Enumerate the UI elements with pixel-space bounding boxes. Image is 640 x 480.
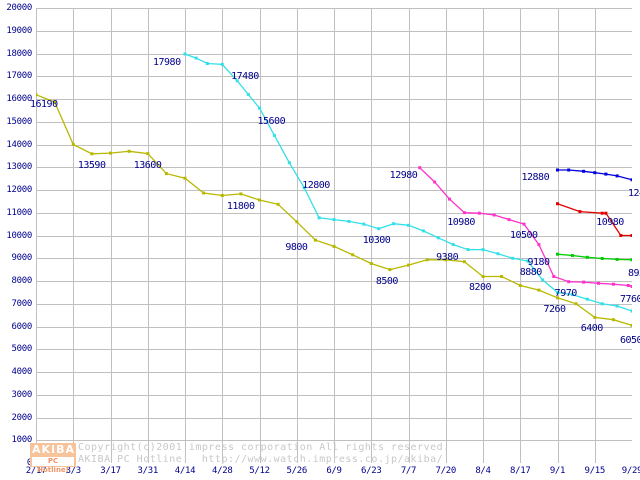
data-value-label: 7970 (554, 287, 578, 299)
series-green (556, 252, 632, 262)
data-value-label: 10980 (596, 217, 624, 229)
data-value-label: 7260 (543, 303, 567, 315)
y-tick-label: 20000 (6, 3, 32, 13)
series-cyan (183, 52, 632, 313)
series-red (556, 202, 632, 237)
y-tick-label: 16000 (6, 94, 32, 104)
data-value-label: 10300 (362, 234, 391, 246)
y-tick-label: 4000 (11, 367, 33, 377)
y-tick-label: 18000 (6, 48, 32, 59)
x-tick-label: 2/17 (25, 466, 47, 476)
x-tick-label: 6/23 (361, 466, 382, 476)
y-tick-label: 17000 (6, 71, 32, 82)
data-value-label: 10980 (447, 217, 475, 229)
x-tick-label: 9/29 (621, 466, 640, 476)
data-value-label: 6050 (620, 335, 640, 347)
y-tick-label: 12000 (6, 185, 32, 195)
data-value-label: 12450 (628, 187, 640, 199)
chart-svg (36, 8, 632, 463)
series-magenta (418, 166, 632, 288)
data-value-label: 9380 (436, 251, 459, 263)
akiba-logo: AKIBA PC Hotline! (30, 443, 76, 474)
data-value-label: 12880 (521, 171, 550, 183)
x-tick-label: 3/31 (137, 466, 159, 476)
data-value-label: 11800 (226, 200, 255, 212)
x-tick-label: 8/17 (510, 466, 531, 476)
data-value-label: 10500 (509, 230, 538, 242)
y-tick-label: 1000 (11, 435, 33, 446)
grid-lines (36, 8, 632, 463)
x-tick-label: 6/9 (326, 466, 342, 476)
x-tick-label: 3/17 (100, 466, 121, 476)
data-value-label: 12980 (389, 169, 418, 181)
x-tick-label: 4/14 (174, 466, 196, 476)
x-tick-label: 9/15 (584, 466, 606, 476)
y-tick-label: 8000 (11, 276, 33, 286)
x-tick-label: 4/28 (212, 466, 233, 476)
y-tick-label: 0 (0, 458, 32, 468)
y-tick-label: 6000 (11, 321, 33, 332)
x-tick-label: 5/12 (249, 466, 270, 476)
series-blue (556, 168, 632, 182)
data-value-label: 16190 (30, 98, 58, 110)
copyright-line-2: AKIBA PC Hotline! http://www.watch.impre… (78, 454, 444, 465)
data-value-label: 13600 (133, 159, 162, 171)
data-value-label: 15600 (257, 116, 286, 128)
data-value-label: 9180 (527, 257, 551, 269)
data-value-label: 9800 (285, 242, 308, 254)
data-value-label: 6400 (580, 323, 604, 335)
data-value-label: 17980 (153, 56, 181, 68)
data-value-label: 8930 (628, 267, 640, 279)
data-value-label: 7760 (620, 294, 640, 306)
copyright-watermark: Copyright(c)2001 impress corporation All… (78, 442, 450, 466)
copyright-line-1: Copyright(c)2001 impress corporation All… (78, 442, 450, 453)
plot-area (36, 8, 632, 463)
data-value-label: 17480 (231, 71, 259, 83)
x-tick-label: 7/20 (435, 466, 457, 476)
y-tick-label: 7000 (11, 298, 33, 309)
data-value-label: 12800 (302, 179, 330, 191)
y-tick-label: 13000 (6, 162, 32, 173)
series-olive (36, 93, 632, 327)
y-tick-label: 9000 (11, 253, 33, 264)
data-value-label: 13590 (77, 159, 106, 171)
y-tick-label: 5000 (11, 344, 33, 355)
y-tick-label: 19000 (6, 25, 32, 36)
data-value-label: 8200 (469, 282, 492, 294)
x-tick-label: 9/1 (549, 466, 566, 476)
x-tick-label: 3/3 (65, 466, 82, 476)
y-tick-label: 2000 (11, 412, 33, 423)
y-tick-label: 14000 (6, 139, 32, 150)
y-tick-label: 15000 (6, 116, 32, 127)
x-tick-label: 5/26 (286, 466, 308, 476)
y-tick-label: 10000 (6, 230, 32, 241)
x-tick-label: 7/7 (400, 466, 417, 476)
y-tick-label: 11000 (6, 207, 32, 218)
logo-subtitle: PC Hotline! (32, 457, 74, 474)
logo-title: AKIBA (32, 443, 76, 456)
y-tick-label: 3000 (11, 389, 33, 400)
data-value-label: 8500 (375, 275, 399, 287)
x-tick-label: 8/4 (475, 466, 491, 476)
data-value-label: 8880 (519, 266, 543, 278)
